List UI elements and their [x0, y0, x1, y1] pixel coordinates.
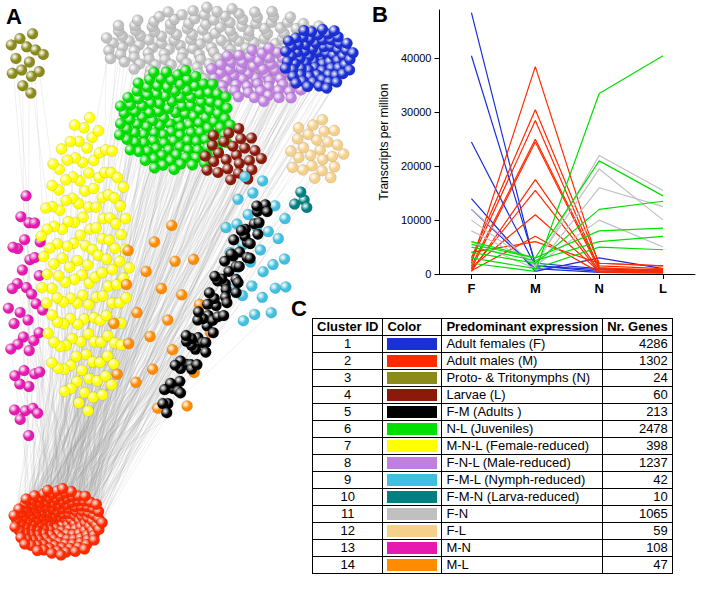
- html-text:10: 10: [653, 489, 668, 504]
- html-text:Color: Color: [387, 319, 422, 334]
- html-text:14: 14: [340, 557, 355, 572]
- html-text:Predominant expression: Predominant expression: [446, 319, 599, 334]
- html-text:F-N-L (Male-reduced): F-N-L (Male-reduced): [446, 455, 571, 470]
- html-text:398: 398: [646, 438, 668, 453]
- html-text:7: 7: [344, 438, 352, 453]
- svg-text:30000: 30000: [401, 106, 432, 118]
- html-text:47: 47: [653, 557, 668, 572]
- html-text:M-N: M-N: [446, 540, 471, 555]
- html-text:Nr. Genes: Nr. Genes: [607, 319, 668, 334]
- html-text:A: A: [6, 4, 22, 29]
- html-text:213: 213: [646, 404, 668, 419]
- html-text:N-L (Juveniles): N-L (Juveniles): [446, 421, 534, 436]
- html-text:Adult males (M): Adult males (M): [446, 353, 538, 368]
- html-text:C: C: [291, 296, 307, 321]
- svg-text:10000: 10000: [401, 214, 432, 226]
- svg-text:M: M: [530, 281, 541, 296]
- html-text:3: 3: [344, 370, 352, 385]
- html-text:M-N-L (Female-reduced): M-N-L (Female-reduced): [446, 438, 589, 453]
- html-text:60: 60: [653, 387, 668, 402]
- html-text:F-L: F-L: [446, 523, 466, 538]
- html-text:1302: 1302: [638, 353, 668, 368]
- svg-text:0: 0: [425, 268, 431, 280]
- html-text:1237: 1237: [638, 455, 668, 470]
- html-text:11: 11: [341, 506, 355, 521]
- html-text:108: 108: [646, 540, 668, 555]
- html-text:B: B: [372, 2, 388, 27]
- html-text:Cluster ID: Cluster ID: [317, 319, 379, 334]
- svg-text:40000: 40000: [401, 52, 432, 64]
- svg-text:Transcripts per million: Transcripts per million: [377, 84, 391, 201]
- html-text:8: 8: [344, 455, 352, 470]
- html-text:9: 9: [344, 472, 352, 487]
- html-text:6: 6: [344, 421, 352, 436]
- html-text:F-N: F-N: [446, 506, 469, 521]
- html-text:13: 13: [340, 540, 355, 555]
- html-text:1: 1: [344, 336, 352, 351]
- html-text:2: 2: [344, 353, 352, 368]
- html-text:42: 42: [653, 472, 668, 487]
- html-text:10: 10: [340, 489, 355, 504]
- html-text:Adult females (F): Adult females (F): [446, 336, 546, 351]
- html-text:F-M (Adults ): F-M (Adults ): [446, 404, 522, 419]
- svg-text:F: F: [467, 281, 475, 296]
- html-text:F-M-N (Larva-reduced): F-M-N (Larva-reduced): [446, 489, 580, 504]
- svg-text:20000: 20000: [401, 160, 432, 172]
- html-text:2478: 2478: [638, 421, 668, 436]
- html-text:4: 4: [344, 387, 352, 402]
- html-text:12: 12: [340, 523, 355, 538]
- svg-text:L: L: [659, 281, 667, 296]
- html-text:1065: 1065: [638, 506, 668, 521]
- html-text:24: 24: [653, 370, 668, 385]
- html-text:F-M-L (Nymph-reduced): F-M-L (Nymph-reduced): [446, 472, 586, 487]
- html-text:M-L: M-L: [446, 557, 469, 572]
- html-text:Proto- & Tritonymphs (N): Proto- & Tritonymphs (N): [446, 370, 591, 385]
- html-text:5: 5: [344, 404, 352, 419]
- html-text:4286: 4286: [638, 336, 668, 351]
- svg-text:N: N: [594, 281, 603, 296]
- html-text:59: 59: [653, 523, 668, 538]
- html-text:Larvae (L): Larvae (L): [446, 387, 506, 402]
